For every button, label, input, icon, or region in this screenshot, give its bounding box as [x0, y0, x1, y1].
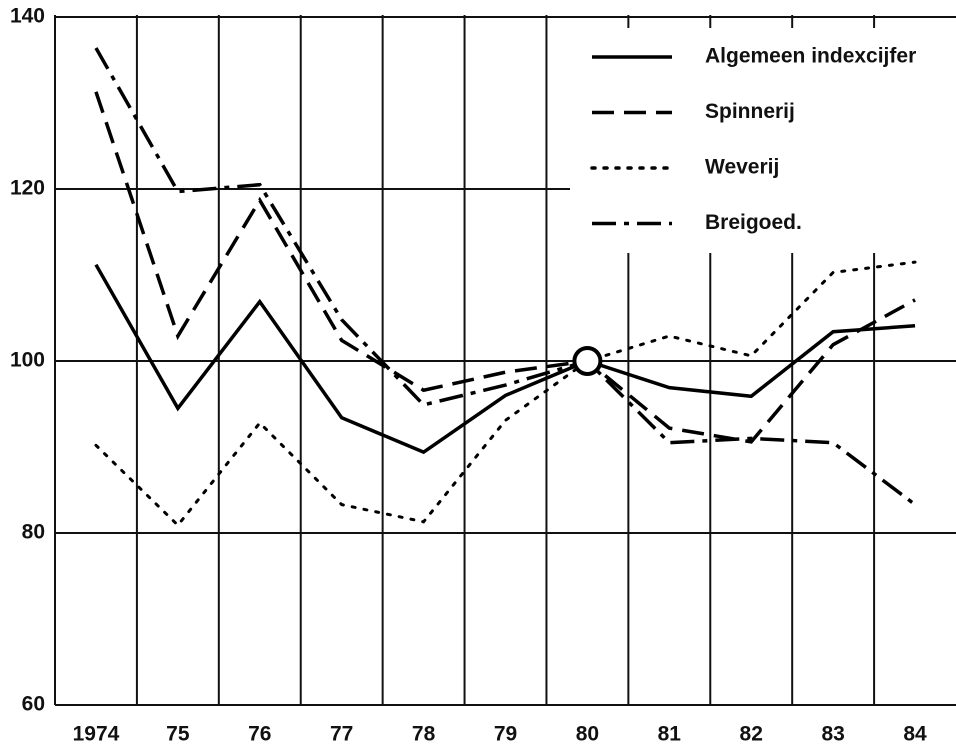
x-tick-label: 77 [330, 723, 353, 746]
y-tick-label: 120 [10, 177, 45, 200]
x-tick-label: 79 [494, 723, 517, 746]
base-marker [572, 346, 603, 376]
x-tick-label: 76 [248, 723, 271, 746]
series-line [94, 260, 917, 528]
legend-label: Algemeen indexcijfer [705, 45, 916, 68]
series-line [94, 91, 916, 444]
x-tick-label: 81 [658, 723, 682, 746]
y-tick-label: 60 [22, 693, 45, 716]
x-tick-label: 82 [740, 723, 763, 746]
x-tick-label: 84 [903, 723, 927, 746]
x-tick-label: 80 [576, 723, 599, 746]
x-tick-label: 78 [412, 723, 436, 746]
legend-label: Breigoed. [705, 211, 802, 234]
legend-label: Spinnerij [705, 100, 795, 123]
y-tick-label: 100 [10, 349, 45, 372]
legend-box [570, 28, 956, 253]
y-tick-label: 80 [22, 521, 45, 544]
series-line [94, 263, 916, 455]
y-tick-label: 140 [10, 5, 45, 28]
series-line [94, 47, 917, 507]
legend-label: Weverij [705, 156, 779, 179]
x-tick-label: 1974 [73, 723, 120, 746]
x-tick-label: 83 [821, 723, 844, 746]
x-tick-label: 75 [166, 723, 190, 746]
legend: Algemeen indexcijfer Spinnerij Weverij Brei… [570, 28, 956, 253]
